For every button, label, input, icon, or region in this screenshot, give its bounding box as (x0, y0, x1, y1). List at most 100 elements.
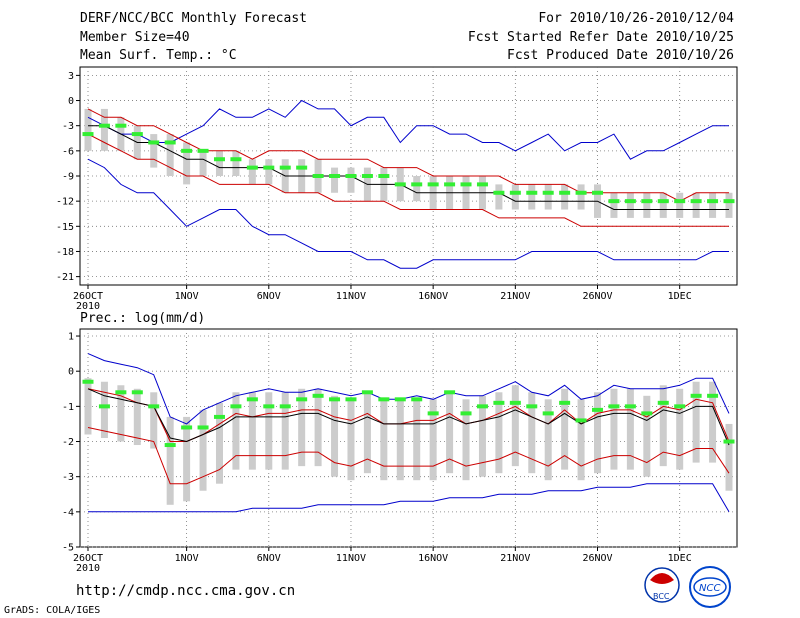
median-marker (427, 182, 439, 187)
median-marker (312, 393, 324, 398)
median-marker (361, 390, 373, 395)
spread-box (265, 159, 273, 185)
bcc-logo-text: BCC (653, 592, 670, 601)
series-line-inner_min (87, 427, 730, 485)
median-marker (608, 404, 620, 409)
median-marker (296, 397, 308, 402)
spread-box (298, 388, 306, 467)
spread-box (577, 184, 585, 210)
y-tick-label: -9 (62, 172, 74, 183)
spread-box (610, 388, 618, 470)
spread-box (676, 192, 684, 218)
median-marker (329, 397, 341, 402)
median-marker (181, 425, 193, 430)
x-tick-label: 26NOV (582, 553, 612, 564)
median-marker (460, 411, 472, 416)
spread-box (84, 378, 92, 435)
ncc-logo: NCC (689, 566, 731, 608)
median-marker (246, 165, 258, 170)
median-marker (526, 404, 538, 409)
median-marker (378, 397, 390, 402)
y-tick-label: -3 (62, 121, 74, 132)
spread-box (248, 159, 256, 185)
spread-box (265, 392, 273, 470)
ncc-logo-text: NCC (699, 583, 720, 594)
median-marker (263, 404, 275, 409)
series-line-mean (87, 388, 730, 446)
y-tick-label: -18 (56, 247, 74, 258)
spread-box (396, 399, 404, 481)
spread-box (117, 385, 125, 442)
spread-box (166, 416, 174, 505)
temperature-panel: 26OCT 1NOV 6NOV 11NOV 16NOV 21NOV 26NOV 1DEC 201… (56, 66, 738, 312)
median-marker (213, 414, 225, 419)
spread-box (215, 402, 223, 484)
median-marker (246, 397, 258, 402)
spread-box (331, 395, 339, 477)
plot-frame (79, 328, 738, 548)
median-marker (542, 411, 554, 416)
median-marker (559, 190, 571, 195)
spread-box (100, 108, 108, 151)
x-tick-label: 11NOV (336, 291, 366, 302)
spread-box (544, 184, 552, 210)
spread-box (725, 192, 733, 218)
spread-box (413, 176, 421, 202)
median-marker (526, 190, 538, 195)
median-marker (98, 404, 110, 409)
spread-box (659, 385, 667, 467)
median-marker (723, 439, 735, 444)
y-tick-label: -12 (56, 197, 74, 208)
median-marker (98, 123, 110, 128)
median-marker (575, 418, 587, 423)
spread-box (610, 192, 618, 218)
median-marker (509, 190, 521, 195)
spread-box (363, 392, 371, 474)
median-marker (345, 174, 357, 178)
x-tick-label: 1NOV (175, 553, 199, 564)
median-marker (164, 140, 176, 145)
x-tick-label: 26NOV (582, 291, 612, 302)
y-tick-label: 3 (68, 71, 74, 82)
x-tick-label: 21NOV (500, 553, 530, 564)
precip-panel-title: Prec.: log(mm/d) (80, 311, 206, 326)
y-tick-label: 0 (68, 367, 74, 378)
spread-box (511, 184, 519, 210)
median-marker (427, 411, 439, 416)
temp-panel-title: Mean Surf. Temp.: °C (80, 48, 237, 63)
median-marker (641, 411, 653, 416)
spread-box (150, 392, 158, 449)
median-marker (674, 404, 686, 409)
median-marker (263, 165, 275, 170)
median-marker (312, 174, 324, 178)
spread-box (659, 192, 667, 218)
spread-box (446, 392, 454, 474)
source-url[interactable]: http://cmdp.ncc.cma.gov.cn (76, 583, 296, 599)
median-marker (657, 400, 669, 405)
y-tick-label: 1 (68, 332, 74, 343)
x-year-label: 2010 (76, 563, 100, 574)
series-line-min (87, 158, 729, 269)
median-marker (115, 123, 127, 128)
spread-box (248, 392, 256, 470)
spread-box (199, 150, 207, 176)
spread-box (150, 134, 158, 168)
median-marker (197, 425, 209, 430)
x-tick-label: 16NOV (418, 291, 448, 302)
median-marker (82, 132, 94, 137)
median-marker (674, 199, 686, 204)
spread-box (511, 385, 519, 467)
x-tick-label: 6NOV (257, 553, 281, 564)
median-marker (707, 393, 719, 398)
median-marker (181, 148, 193, 153)
x-tick-label: 1DEC (668, 291, 692, 302)
spread-box (331, 167, 339, 193)
median-marker (394, 397, 406, 402)
spread-box (594, 392, 602, 474)
median-marker (444, 182, 456, 187)
spread-box (314, 388, 322, 467)
median-marker (230, 404, 242, 409)
chart-title: DERF/NCC/BCC Monthly Forecast (80, 11, 307, 26)
y-tick-label: -5 (62, 543, 74, 554)
